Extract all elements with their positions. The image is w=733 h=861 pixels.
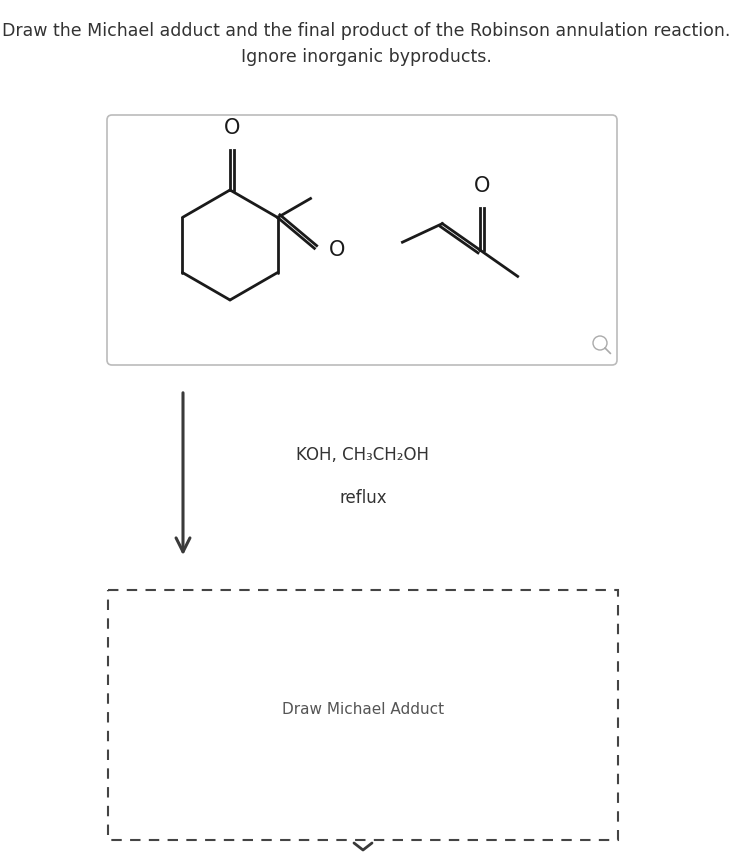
Text: O: O bbox=[328, 240, 345, 260]
Text: Draw Michael Adduct: Draw Michael Adduct bbox=[282, 703, 444, 717]
Text: Draw the Michael adduct and the final product of the Robinson annulation reactio: Draw the Michael adduct and the final pr… bbox=[2, 22, 731, 40]
Text: reflux: reflux bbox=[339, 489, 387, 507]
Text: Ignore inorganic byproducts.: Ignore inorganic byproducts. bbox=[241, 48, 492, 66]
FancyBboxPatch shape bbox=[108, 590, 618, 840]
FancyBboxPatch shape bbox=[107, 115, 617, 365]
Text: O: O bbox=[224, 118, 240, 138]
Text: O: O bbox=[474, 176, 490, 196]
Text: KOH, CH₃CH₂OH: KOH, CH₃CH₂OH bbox=[297, 446, 430, 464]
